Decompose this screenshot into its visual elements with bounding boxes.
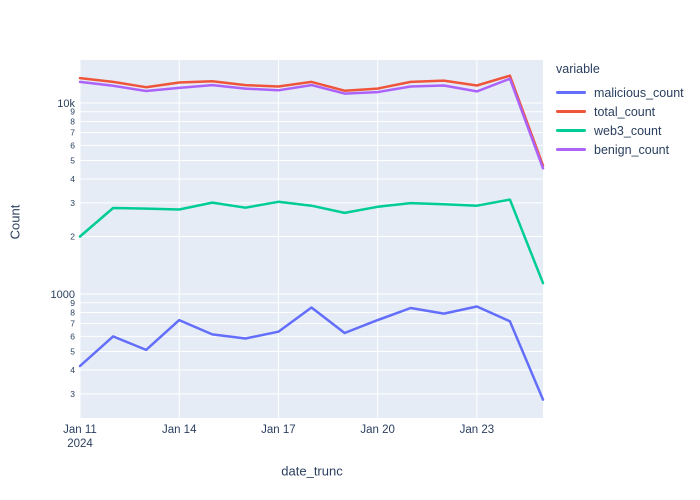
y-tick-label: 7 [70,128,75,138]
legend-label-total-count: total_count [594,104,656,119]
x-tick-label: Jan 23 [460,424,495,436]
x-tick-label: Jan 20 [360,424,395,436]
y-tick-label: 3 [70,198,75,208]
legend-swatch-web3-count [556,129,586,132]
legend-item-benign-count[interactable]: benign_count [552,140,684,159]
legend-label-web3-count: web3_count [594,123,662,138]
y-tick-label: 6 [70,140,75,150]
y-tick-label: 10k [57,98,75,110]
legend-swatch-total-count [556,110,586,113]
legend-item-total-count[interactable]: total_count [552,102,684,121]
series-line-benign_count[interactable] [78,77,545,170]
legend: variable malicious_count total_count web… [552,62,684,159]
y-tick-label: 1000 [51,289,75,301]
y-axis-title: Count [7,204,23,240]
y-tick-label: 9 [70,298,75,308]
plot-area-background [80,60,543,418]
series-line-malicious_count[interactable] [78,305,545,401]
legend-swatch-benign-count [556,148,586,151]
x-tick-label: Jan 17 [261,424,296,436]
y-tick-label: 2 [70,232,75,242]
series-line-total_count[interactable] [78,74,545,167]
y-tick-label: 7 [70,319,75,329]
legend-swatch-malicious-count [556,91,586,94]
y-tick-label: 4 [70,174,75,184]
legend-item-web3-count[interactable]: web3_count [552,121,684,140]
y-tick-label: 8 [70,116,75,126]
y-tick-label: 6 [70,331,75,341]
x-tick-year-label: 2024 [67,438,93,450]
legend-item-malicious-count[interactable]: malicious_count [552,83,684,102]
y-tick-label: 3 [70,389,75,399]
x-axis-title: date_trunc [281,463,343,479]
y-tick-label: 8 [70,308,75,318]
y-tick-label: 5 [70,155,75,165]
y-tick-label: 5 [70,347,75,357]
x-tick-label: Jan 14 [162,424,197,436]
y-tick-label: 4 [70,365,75,375]
legend-label-benign-count: benign_count [594,142,670,157]
x-tick-label: Jan 11 [63,424,97,436]
legend-title: variable [556,62,600,76]
y-tick-label: 9 [70,107,75,117]
legend-label-malicious-count: malicious_count [594,85,684,100]
series-line-web3_count[interactable] [78,198,545,285]
